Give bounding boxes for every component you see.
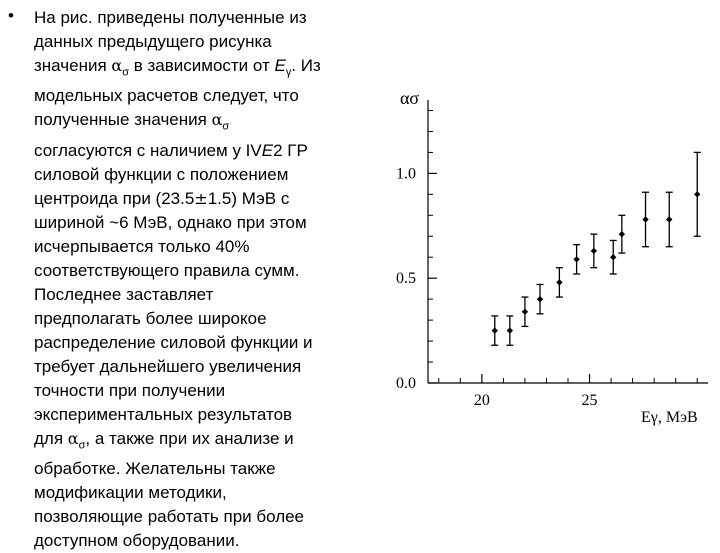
text-segment: α xyxy=(211,110,223,130)
text-segment: Последнее заставляет xyxy=(34,284,214,304)
text-line: распределение силовой функции и xyxy=(34,331,379,355)
text-line: модельных расчетов следует, что xyxy=(34,84,379,108)
text-segment: модификации методики, xyxy=(34,483,227,503)
text-line: для ασ, а также при их анализе и xyxy=(34,427,379,457)
text-segment: E xyxy=(261,140,274,160)
text-segment: модельных расчетов следует, что xyxy=(34,86,299,106)
text-segment: требует дальнейшего увеличения xyxy=(34,356,302,376)
y-tick-label: 0.5 xyxy=(396,270,416,287)
text-segment: обработке. Желательны также xyxy=(34,459,276,479)
paragraph: На рис. приведены полученные из данных пр… xyxy=(34,6,379,553)
text-segment: данных предыдущего рисунка xyxy=(34,32,272,51)
text-line: шириной ~6 МэВ, однако при этом xyxy=(34,211,379,235)
text-segment: предполагать более широкое xyxy=(34,308,267,328)
text-line: точности при получении xyxy=(34,379,379,403)
text-segment: E xyxy=(274,56,286,75)
text-segment: α xyxy=(111,56,123,75)
text-segment: σ xyxy=(122,66,129,79)
text-segment: точности при получении xyxy=(34,380,226,400)
text-segment: σ xyxy=(78,439,86,452)
data-point-marker xyxy=(618,230,626,238)
data-point-marker xyxy=(556,279,563,286)
axis-ticks: 20 25 0.0 0.5 1.0 xyxy=(396,109,698,409)
text-segment: шириной ~6 МэВ, однако при этом xyxy=(34,212,307,232)
text-line: данных предыдущего рисунка xyxy=(34,30,379,54)
data-point-marker xyxy=(573,256,580,263)
y-tick-label: 1.0 xyxy=(396,165,416,182)
x-tick-label: 20 xyxy=(474,392,490,409)
text-line: модификации методики, xyxy=(34,481,379,505)
text-segment: соответствующего правила сумм. xyxy=(34,260,300,280)
text-segment: распределение силовой функции и xyxy=(34,332,313,352)
text-segment: , а также при их анализе и xyxy=(85,428,294,448)
text-segment: На рис. приведены полученные из xyxy=(34,8,307,27)
text-line: согласуются с наличием у IVE2 ГР xyxy=(34,139,379,163)
text-segment: исчерпывается только 40% xyxy=(34,236,250,256)
text-segment: . Из xyxy=(291,56,321,75)
y-tick-label: 0.0 xyxy=(396,375,416,392)
text-segment: силовой функции с положением xyxy=(34,164,289,184)
slide: • На рис. приведены полученные из данных … xyxy=(8,6,708,550)
text-segment: экспериментальных результатов xyxy=(34,404,293,424)
text-segment: значения xyxy=(34,56,112,75)
text-line: требует дальнейшего увеличения xyxy=(34,355,379,379)
text-segment: согласуются с наличием у IV xyxy=(34,140,262,160)
data-point-marker xyxy=(694,191,701,198)
text-segment: ± xyxy=(194,188,208,208)
data-point-marker xyxy=(521,308,529,315)
data-point-marker xyxy=(590,247,598,255)
text-line: экспериментальных результатов xyxy=(34,403,379,427)
data-point-marker xyxy=(536,295,544,303)
text-segment: позволяющие работать при более xyxy=(34,507,305,527)
bullet-marker: • xyxy=(8,6,14,25)
text-segment: 1.5) МэВ с xyxy=(207,188,290,208)
text-line: соответствующего правила сумм. xyxy=(34,259,379,283)
y-axis-label: ασ xyxy=(400,88,419,108)
text-segment: γ xyxy=(285,66,292,79)
text-line: обработке. Желательны также xyxy=(34,457,379,481)
text-line: силовой функции с положением xyxy=(34,163,379,187)
alpha-sigma-vs-energy-chart: 20 25 0.0 0.5 1.0 ασ Eγ, МэВ xyxy=(396,88,708,426)
text-line: На рис. приведены полученные из xyxy=(34,6,379,30)
data-point-marker xyxy=(610,254,617,261)
text-segment: σ xyxy=(222,120,230,133)
text-line: доступном оборудовании. xyxy=(34,529,379,553)
data-point-marker xyxy=(491,327,498,334)
x-tick-label: 25 xyxy=(582,392,598,409)
text-line: значения ασ в зависимости от Eγ. Из xyxy=(34,54,379,84)
data-point-marker xyxy=(642,216,649,223)
text-segment: для xyxy=(34,428,68,448)
data-points xyxy=(491,151,701,346)
data-point-marker xyxy=(506,327,514,334)
text-segment: α xyxy=(67,428,79,448)
text-segment: 2 ГР xyxy=(273,140,308,160)
text-segment: в зависимости от xyxy=(129,56,275,75)
text-line: Последнее заставляет xyxy=(34,283,379,307)
text-line: полученные значения ασ xyxy=(34,108,379,138)
text-line: центроида при (23.5±1.5) МэВ с xyxy=(34,187,379,211)
text-line: позволяющие работать при более xyxy=(34,505,379,529)
text-line: предполагать более широкое xyxy=(34,307,379,331)
data-point-marker xyxy=(666,216,673,223)
text-segment: доступном оборудовании. xyxy=(34,531,240,551)
text-segment: полученные значения xyxy=(34,110,212,130)
text-segment: центроида при (23.5 xyxy=(34,188,195,208)
text-line: исчерпывается только 40% xyxy=(34,235,379,259)
x-axis-label: Eγ, МэВ xyxy=(641,409,698,426)
